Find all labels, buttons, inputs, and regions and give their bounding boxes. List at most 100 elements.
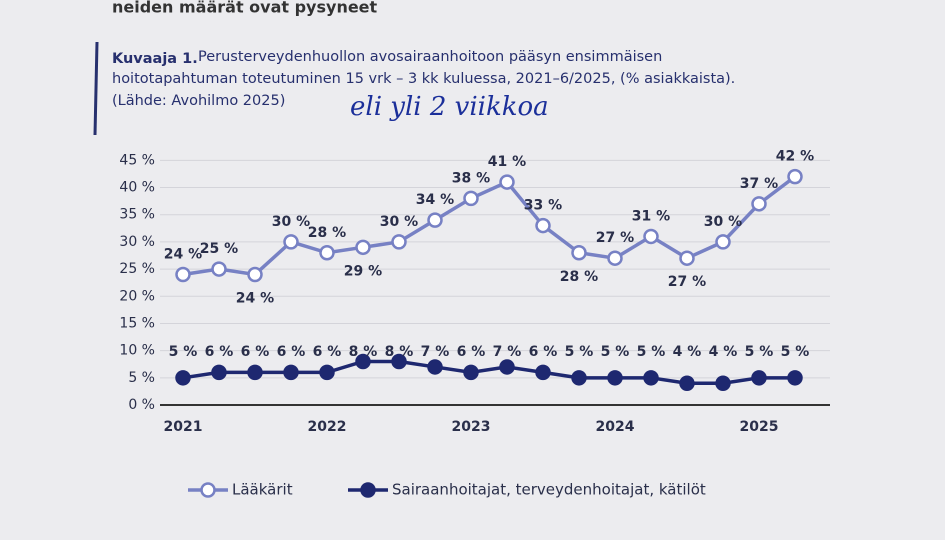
point (643, 370, 659, 386)
point (175, 370, 191, 386)
point (787, 168, 803, 185)
value-label: 41 % (488, 154, 526, 170)
point (175, 266, 191, 283)
point (679, 375, 695, 391)
legend-marker (200, 482, 216, 498)
point (319, 245, 335, 261)
point (283, 364, 299, 381)
y-tick-label: 5 % (128, 370, 155, 386)
point (247, 364, 263, 381)
value-label: 24 % (164, 247, 202, 263)
header-text: neiden määrät ovat pysyneet (112, 0, 378, 17)
value-label: 4 % (673, 344, 702, 360)
point (679, 250, 695, 266)
value-label: 6 % (205, 344, 234, 360)
value-label: 5 % (637, 344, 666, 360)
point (535, 217, 551, 234)
y-tick-label: 20 % (119, 288, 155, 304)
value-label: 8 % (385, 344, 414, 360)
source: (Lähde: Avohilmo 2025) (112, 93, 285, 109)
point (319, 364, 335, 381)
point (463, 364, 479, 381)
value-label: 30 % (380, 214, 418, 230)
y-tick-label: 10 % (119, 343, 155, 359)
annotation: eli yli 2 viikkoa (350, 92, 549, 122)
side-bar (93, 41, 99, 136)
value-label: 34 % (416, 192, 454, 208)
value-label: 42 % (776, 149, 814, 165)
point (355, 239, 371, 256)
legend-label: Lääkärit (232, 481, 293, 499)
point (499, 174, 515, 190)
value-label: 25 % (200, 241, 238, 257)
point (571, 245, 587, 261)
point (427, 359, 443, 375)
point (571, 370, 587, 386)
point (427, 212, 443, 228)
y-tick-label: 25 % (119, 261, 155, 277)
value-label: 28 % (308, 225, 346, 241)
value-label: 6 % (277, 344, 306, 360)
value-label: 5 % (169, 344, 198, 360)
value-label: 6 % (529, 344, 558, 360)
value-label: 30 % (704, 214, 742, 230)
y-tick-label: 45 % (119, 152, 155, 168)
point (607, 370, 623, 386)
value-label: 5 % (745, 344, 774, 360)
y-tick-label: 15 % (119, 315, 155, 331)
x-tick-label: 2022 (308, 419, 347, 435)
point (283, 234, 299, 250)
legend-marker (360, 482, 376, 498)
value-label: 8 % (349, 344, 378, 360)
point (607, 250, 623, 266)
value-label: 29 % (344, 263, 382, 279)
value-label: 7 % (493, 344, 522, 360)
point (391, 353, 407, 370)
value-label: 6 % (241, 344, 270, 360)
value-label: 27 % (596, 230, 634, 246)
point (355, 353, 371, 370)
value-label: 31 % (632, 208, 670, 224)
legend-label: Sairaanhoitajat, terveydenhoitajat, käti… (392, 481, 706, 499)
point (247, 266, 263, 283)
title-line: hoitotapahtuman toteutuminen 15 vrk – 3 … (112, 71, 735, 87)
value-label: 4 % (709, 344, 738, 360)
y-tick-label: 30 % (119, 234, 155, 250)
value-label: 27 % (668, 274, 706, 290)
value-label: 28 % (560, 269, 598, 285)
point (391, 234, 407, 250)
value-label: 38 % (452, 170, 490, 186)
point (499, 359, 515, 375)
y-tick-label: 40 % (119, 180, 155, 196)
point (715, 375, 731, 391)
x-tick-label: 2024 (596, 419, 635, 435)
point (751, 196, 767, 212)
value-label: 37 % (740, 176, 778, 192)
point (535, 364, 551, 381)
point (463, 190, 479, 207)
value-label: 5 % (565, 344, 594, 360)
y-tick-label: 35 % (119, 207, 155, 223)
value-label: 7 % (421, 344, 450, 360)
value-label: 30 % (272, 214, 310, 230)
value-label: 6 % (457, 344, 486, 360)
value-label: 24 % (236, 291, 274, 307)
value-label: 6 % (313, 344, 342, 360)
x-tick-label: 2025 (740, 419, 779, 435)
value-label: 5 % (601, 344, 630, 360)
point (211, 261, 227, 277)
value-label: 5 % (781, 344, 810, 360)
point (643, 228, 659, 245)
y-tick-label: 0 % (128, 397, 155, 413)
point (211, 364, 227, 381)
value-label: 33 % (524, 198, 562, 214)
x-tick-label: 2023 (452, 419, 491, 435)
title-line: Perusterveydenhuollon avosairaanhoitoon … (198, 49, 662, 65)
x-tick-label: 2021 (164, 419, 203, 435)
point (715, 234, 731, 250)
title-label: Kuvaaja 1. (112, 51, 198, 67)
point (787, 370, 803, 386)
point (751, 370, 767, 386)
